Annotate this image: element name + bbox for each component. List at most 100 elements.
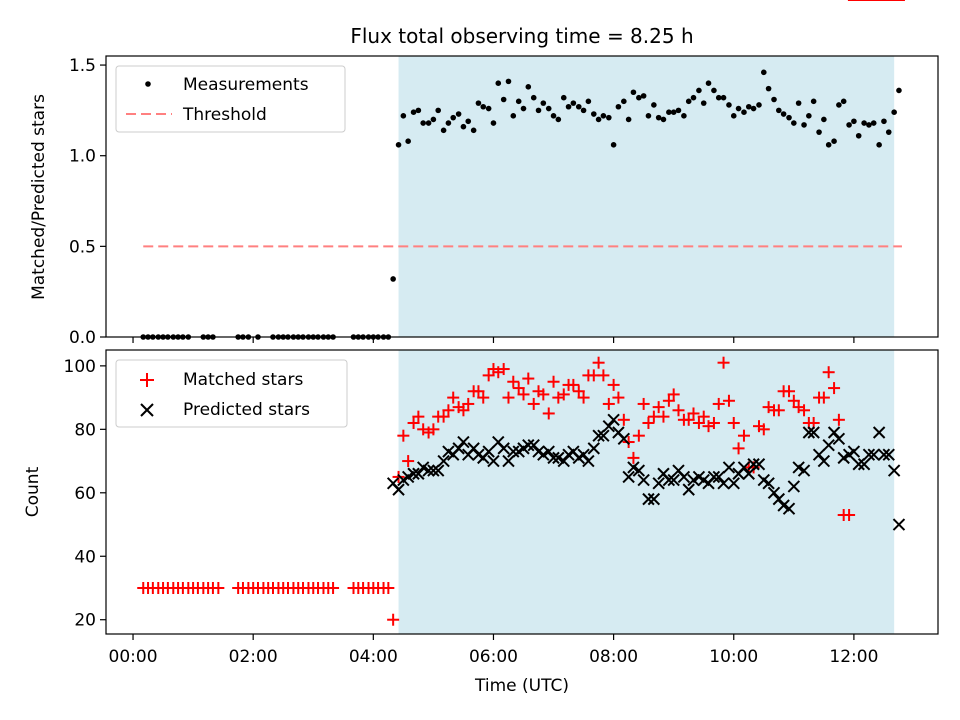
x-tick-label: 10:00 (709, 647, 758, 667)
legend-threshold-label: Threshold (182, 105, 267, 125)
measurement-point (600, 113, 607, 119)
predicted-star-point (667, 473, 680, 487)
predicted-star-point (707, 470, 721, 484)
matched-star-point (697, 410, 710, 423)
predicted-star-point (882, 448, 895, 461)
matched-star-point (382, 581, 395, 594)
predicted-star-point (597, 429, 610, 442)
predicted-star-point (427, 464, 440, 477)
measurement-point (545, 105, 552, 112)
matched-star-point (602, 397, 615, 410)
measurement-point (610, 142, 617, 148)
measurement-point (405, 138, 411, 145)
measurement-point (390, 276, 396, 282)
matched-star-point (522, 372, 535, 385)
matched-star-point (507, 375, 520, 388)
x-tick-label: 06:00 (469, 647, 518, 667)
predicted-star-point (642, 492, 655, 506)
predicted-star-point (557, 454, 570, 468)
measurement-point (445, 120, 452, 126)
measurement-point (510, 113, 517, 119)
measurement-point (495, 80, 502, 86)
matched-star-point (527, 397, 540, 410)
predicted-star-point (422, 464, 435, 477)
top-panel: 0.0 0.5 1.0 1.5 Matched/Predicted stars Mea… (29, 55, 939, 348)
measurement-point (696, 87, 702, 94)
matched-star-point (637, 397, 650, 410)
predicted-star-point (747, 458, 760, 471)
measurement-point (435, 107, 441, 114)
legend-matched-stars-label: Matched stars (183, 370, 303, 390)
measurement-point (440, 127, 447, 134)
matched-star-point (327, 581, 340, 594)
predicted-star-point (407, 467, 420, 480)
measurement-point (490, 120, 497, 126)
bottom-legend: Matched stars Predicted stars (115, 359, 348, 428)
predicted-star-point (437, 454, 450, 468)
matched-star-point (772, 404, 785, 417)
matched-star-point (447, 391, 460, 404)
bottom-panel: 20 40 60 80 100 00:00 02:00 04:00 06:00 08:00 10:… (23, 0, 939, 696)
x-tick-label: 02:00 (229, 647, 278, 667)
measurement-point (505, 78, 512, 85)
matched-star-point (402, 455, 415, 468)
measurement-point (861, 120, 867, 126)
measurement-point (670, 109, 677, 115)
predicted-star-point (852, 458, 865, 471)
matched-star-point (798, 404, 811, 417)
x-tick-label: 12:00 (829, 647, 878, 667)
x-tick-label: 04:00 (349, 647, 398, 667)
measurement-point (651, 102, 657, 108)
predicted-star-point (652, 477, 665, 490)
matched-stars-points (137, 0, 905, 626)
measurement-point (575, 103, 582, 110)
measurement-point (876, 142, 882, 148)
predicted-star-point (607, 413, 620, 427)
measurement-point (465, 118, 472, 125)
predicted-star-point (832, 432, 846, 446)
x-axis-label: Time (UTC) (474, 676, 569, 696)
bottom-x-axis-ticks: 00:00 02:00 04:00 06:00 08:00 10:00 12:00 (109, 634, 878, 667)
matched-star-point (512, 382, 525, 395)
top-x-axis-ticks (132, 337, 855, 343)
matched-star-point (817, 391, 830, 404)
measurement-point (780, 111, 787, 117)
measurement-point (720, 94, 727, 101)
matched-star-point (472, 385, 485, 398)
y-tick-label: 1.0 (69, 147, 96, 167)
predicted-star-point (847, 445, 861, 458)
measurement-point (525, 84, 532, 90)
measurement-point (400, 113, 407, 119)
measurement-point (741, 109, 747, 115)
measurement-point (825, 142, 832, 148)
matched-star-point (517, 388, 530, 401)
predicted-star-point (772, 492, 786, 506)
measurement-point (425, 120, 432, 126)
matched-star-point (787, 394, 800, 407)
predicted-star-point (592, 429, 605, 442)
predicted-star-point (431, 464, 445, 477)
predicted-star-point (622, 470, 635, 484)
matched-star-point (707, 416, 720, 429)
measurement-point (666, 109, 672, 115)
measurement-point (881, 118, 887, 125)
matched-star-point (828, 382, 841, 395)
predicted-star-point (857, 458, 871, 471)
matched-star-point (627, 451, 640, 464)
measurement-point (855, 132, 862, 139)
matched-star-point (407, 416, 420, 429)
measurement-point (625, 116, 632, 123)
observing-window-shade-top (398, 56, 895, 337)
matched-star-point (397, 429, 410, 442)
measurement-point (580, 107, 587, 114)
matched-star-point (542, 407, 555, 420)
matched-star-point (442, 404, 455, 417)
measurement-point (730, 113, 737, 119)
measurement-point (470, 127, 477, 134)
measurement-point (480, 103, 487, 110)
predicted-star-point (787, 480, 801, 493)
y-tick-label: 1.5 (69, 56, 96, 76)
predicted-star-point (867, 448, 880, 461)
measurement-point (475, 100, 482, 106)
predicted-star-point (452, 442, 465, 455)
